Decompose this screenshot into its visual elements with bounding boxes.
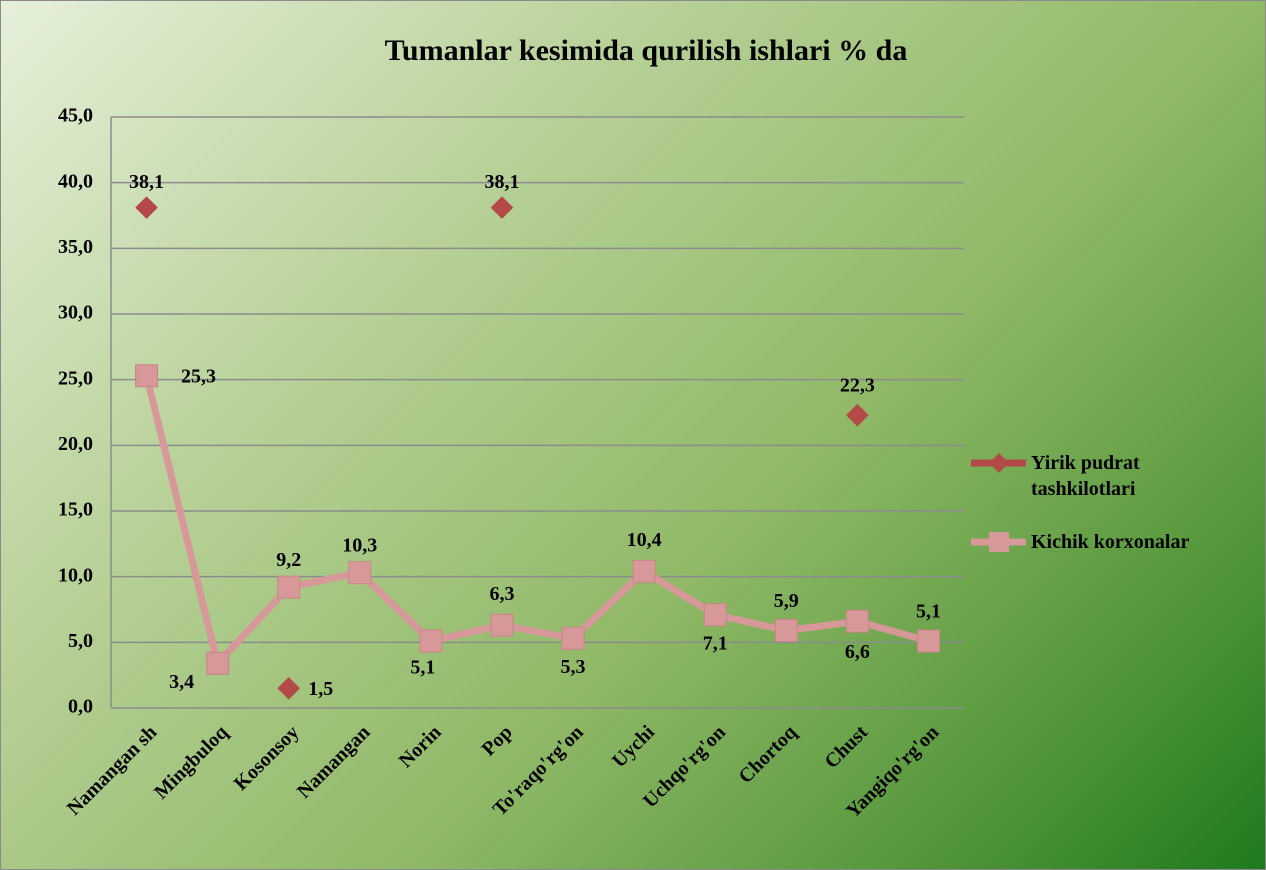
x-tick-label: Uychi <box>608 721 659 772</box>
y-tick-label: 10,0 <box>58 564 93 586</box>
y-tick-label: 5,0 <box>68 630 93 652</box>
y-tick-label: 0,0 <box>68 696 93 718</box>
data-label: 6,6 <box>845 641 870 663</box>
data-label: 7,1 <box>703 632 728 654</box>
data-label: 25,3 <box>181 365 216 387</box>
marker <box>419 629 443 653</box>
data-label: 5,3 <box>561 656 586 678</box>
marker <box>135 364 159 388</box>
chart-title: Tumanlar kesimida qurilish ishlari % da <box>385 34 908 67</box>
marker <box>561 626 585 650</box>
data-label: 10,3 <box>342 534 377 556</box>
x-tick-label: Namangan <box>293 721 375 803</box>
x-tick-label: Mingbuloq <box>150 721 232 803</box>
legend-label: Yirik pudrat tashkilotlari <box>1031 452 1140 500</box>
data-label: 22,3 <box>840 375 875 397</box>
marker <box>348 561 372 585</box>
data-label: 9,2 <box>276 549 301 571</box>
x-tick-label: Chortoq <box>734 721 801 788</box>
x-tick-label: Pop <box>478 721 517 760</box>
data-label: 5,1 <box>410 657 435 679</box>
marker <box>277 575 301 599</box>
y-tick-label: 25,0 <box>58 367 93 389</box>
y-tick-label: 15,0 <box>58 499 93 521</box>
y-tick-label: 40,0 <box>58 170 93 192</box>
data-label: 5,1 <box>916 601 941 623</box>
data-label: 3,4 <box>169 671 194 693</box>
marker <box>845 609 869 633</box>
marker <box>632 559 656 583</box>
data-label: 38,1 <box>129 171 164 193</box>
marker <box>846 403 869 427</box>
x-tick-label: Namangan sh <box>63 721 161 819</box>
x-tick-label: Chust <box>820 721 872 773</box>
marker <box>774 619 798 643</box>
legend-marker <box>989 453 1009 473</box>
series-line <box>143 374 930 667</box>
legend-marker <box>989 532 1009 552</box>
data-label: 38,1 <box>484 171 519 193</box>
legend-label: Kichik korxonalar <box>1031 531 1190 553</box>
y-tick-label: 45,0 <box>58 105 93 127</box>
y-tick-label: 30,0 <box>58 302 93 324</box>
data-label: 5,9 <box>774 590 799 612</box>
marker <box>277 676 301 700</box>
marker <box>135 196 158 219</box>
marker <box>206 651 230 675</box>
marker <box>490 196 514 219</box>
data-label: 6,3 <box>489 583 514 605</box>
data-label: 10,4 <box>627 529 662 551</box>
y-tick-label: 35,0 <box>58 236 93 258</box>
y-tick-label: 20,0 <box>58 433 93 455</box>
marker <box>490 613 514 637</box>
marker <box>703 603 727 627</box>
data-label: 1,5 <box>308 678 333 700</box>
x-tick-label: Norin <box>395 721 446 772</box>
marker <box>916 629 940 653</box>
x-tick-label: Kosonsoy <box>230 721 304 795</box>
